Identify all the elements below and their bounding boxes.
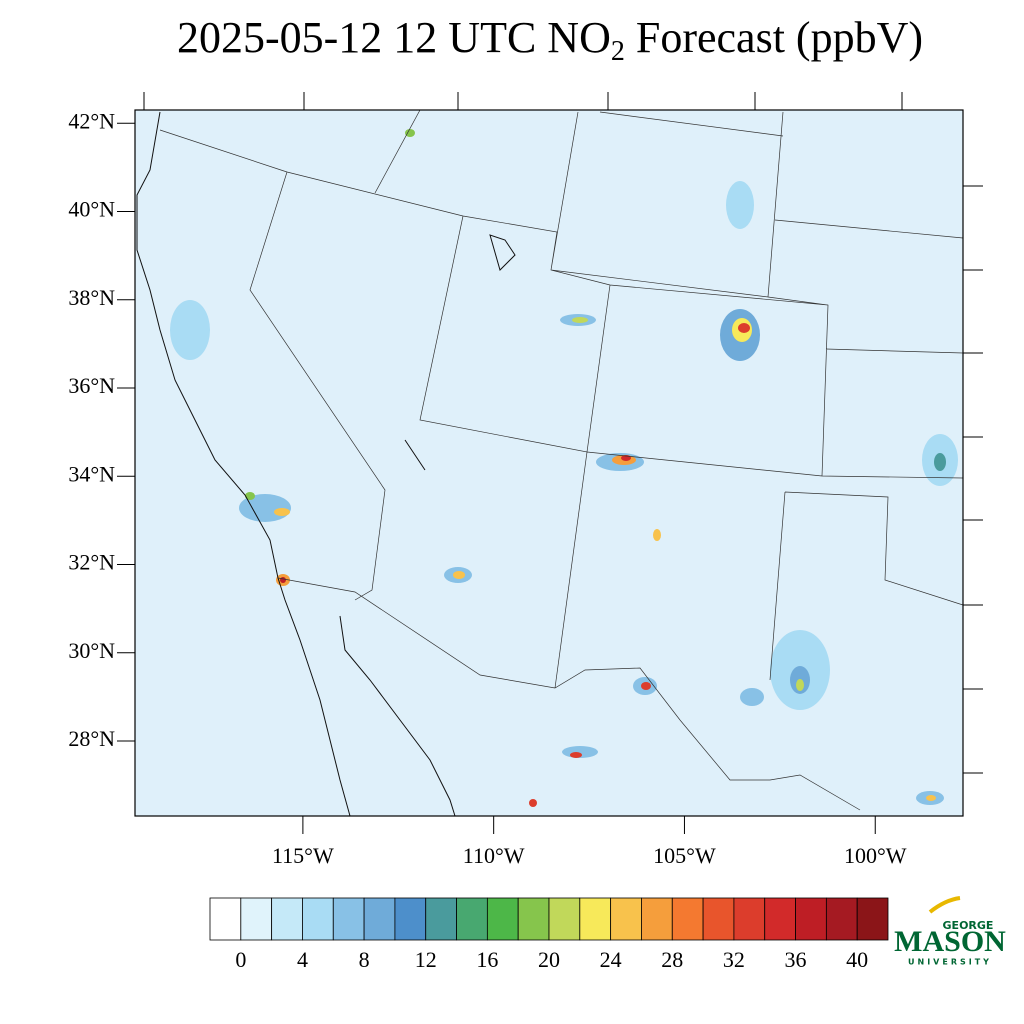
logo-top: GEORGE [943,919,994,932]
state-borders [159,109,964,811]
colorbar-box [610,897,642,941]
y-tick-label: 30°N [68,638,115,663]
colorbar-box [795,897,827,941]
colorbar-tick-label: 36 [785,947,807,972]
y-tick-label: 38°N [68,285,115,310]
colorbar-tick-label: 40 [846,947,868,972]
y-tick-label: 34°N [68,461,115,486]
colorbar-box [733,897,766,941]
colorbar-box [825,897,858,941]
colorbar-tick-label: 28 [661,947,683,972]
map-frame [134,109,964,817]
map-background [135,110,963,816]
y-tick-label: 36°N [68,373,115,398]
colorbar-tick-label: 4 [297,947,308,972]
colorbar-box [332,897,365,941]
colorbar-tick-label: 32 [723,947,745,972]
colorbar-box [579,897,612,941]
x-tick-label: 110°W [463,843,525,868]
colorbar-box [271,897,303,941]
x-tick-label: 105°W [653,843,716,868]
colorbar-tick-label: 16 [476,947,498,972]
map-area [134,92,983,817]
logo: GEORGE MASON UNIVERSITY [894,896,1006,967]
coastline [136,111,516,817]
x-tick-label: 100°W [844,843,907,868]
colorbar-box [425,897,457,941]
colorbar-box [486,897,519,941]
colorbar-box [764,897,796,941]
colorbar-tick-label: 20 [538,947,560,972]
x-tick-label: 115°W [272,843,334,868]
y-tick-label: 42°N [68,108,115,133]
colorbar-box [363,897,396,941]
y-tick-label: 28°N [68,726,115,751]
colorbar-box [671,897,704,941]
colorbar-box [302,897,334,941]
colorbar-tick-label: 8 [359,947,370,972]
logo-bottom: UNIVERSITY [908,958,992,967]
logo-main: MASON [894,925,1006,958]
colorbar-tick-label: 24 [600,947,622,972]
colorbar-box [394,897,427,941]
colorbar-box [240,897,273,941]
frame-ticks [143,92,983,774]
colorbar-box [456,897,488,941]
colorbar-box [517,897,550,941]
colorbar-box [641,897,673,941]
colorbar-tick-label: 12 [415,947,437,972]
y-tick-label: 32°N [68,550,115,575]
colorbar-box [856,897,889,941]
colorbar-tick-label: 0 [235,947,246,972]
colorbar-box [702,897,735,941]
colorbar-box [548,897,581,941]
colorbar-box [209,897,242,941]
title: 2025-05-12 12 UTC NO2 Forecast (ppbV) [177,13,923,67]
y-tick-label: 40°N [68,197,115,222]
